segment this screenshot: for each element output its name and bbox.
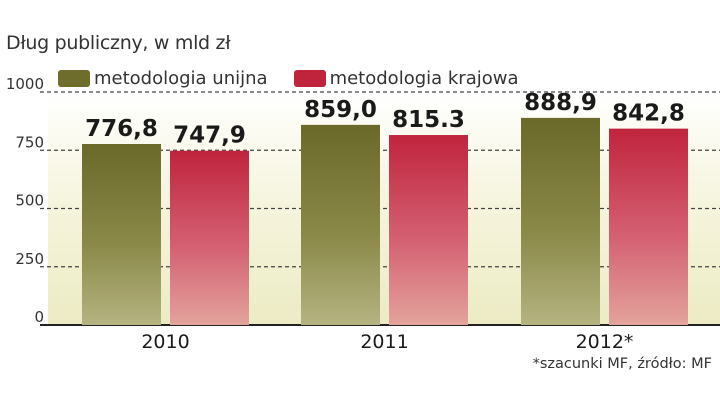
legend-item-krajowa: metodologia krajowa	[293, 67, 519, 89]
chart-title: Dług publiczny, w mld zł	[6, 32, 231, 54]
data-label-unijna-2010: 776,8	[85, 116, 158, 142]
legend-swatch-unijna	[58, 69, 90, 87]
legend-label-krajowa: metodologia krajowa	[329, 67, 519, 89]
legend-swatch-krajowa	[293, 69, 326, 87]
y-tick-label-0: 0	[34, 308, 44, 326]
y-tick-label-750: 750	[15, 133, 44, 151]
y-tick-label-250: 250	[15, 250, 44, 268]
legend: metodologia unijna metodologia krajowa	[58, 66, 545, 90]
bar-unijna-2010	[82, 144, 161, 325]
bar-unijna-2011	[301, 124, 380, 325]
data-label-krajowa-2010: 747,9	[173, 123, 246, 149]
x-tick-label-2011: 2011	[360, 331, 408, 353]
bar-krajowa-2012	[609, 128, 688, 325]
data-label-unijna-2012: 888,9	[524, 90, 597, 116]
y-tick-label-500: 500	[15, 192, 44, 210]
bar-krajowa-2010	[170, 150, 249, 325]
data-label-unijna-2011: 859,0	[304, 97, 377, 123]
legend-item-unijna: metodologia unijna	[58, 68, 268, 89]
data-label-krajowa-2012: 842,8	[612, 101, 685, 127]
legend-label-unijna: metodologia unijna	[94, 67, 268, 89]
bar-unijna-2012	[521, 117, 600, 326]
x-tick-label-2010: 2010	[141, 331, 189, 353]
x-tick-label-2012: 2012*	[576, 331, 634, 353]
y-tick-label-1000: 1000	[6, 75, 44, 93]
bar-krajowa-2011	[389, 135, 468, 325]
data-label-krajowa-2011: 815.3	[392, 107, 465, 133]
source-note: *szacunki MF, źródło: MF	[532, 356, 712, 372]
